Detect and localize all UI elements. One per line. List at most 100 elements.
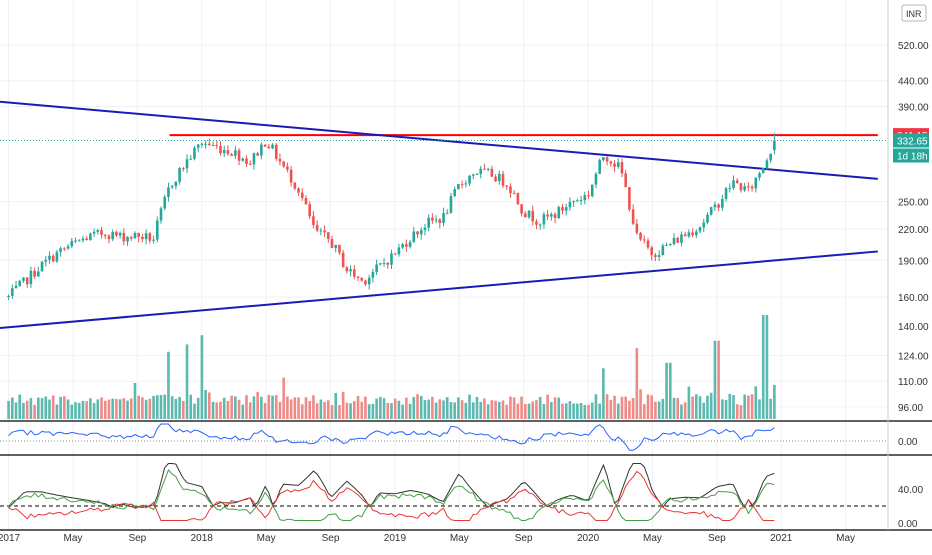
candle-body-21[interactable] xyxy=(85,238,88,241)
trendline-upper-triangle[interactable] xyxy=(0,100,878,180)
candle-body-63[interactable] xyxy=(241,158,245,161)
candle-body-64[interactable] xyxy=(245,158,248,164)
candle-body-141[interactable] xyxy=(531,210,535,222)
candle-body-22[interactable] xyxy=(89,233,92,241)
candle-body-122[interactable] xyxy=(460,184,464,186)
candle-body-146[interactable] xyxy=(550,214,553,217)
candle-body-15[interactable] xyxy=(63,248,66,250)
candle-body-1[interactable] xyxy=(11,288,14,296)
candle-body-184[interactable] xyxy=(691,232,694,236)
candle-body-157[interactable] xyxy=(590,184,594,197)
candle-body-94[interactable] xyxy=(356,276,360,278)
candle-body-32[interactable] xyxy=(126,236,129,242)
candle-body-24[interactable] xyxy=(96,230,100,232)
candle-body-78[interactable] xyxy=(297,188,300,193)
candle-body-172[interactable] xyxy=(646,240,650,248)
candle-body-179[interactable] xyxy=(672,237,676,245)
candle-body-192[interactable] xyxy=(721,198,724,208)
candle-body-38[interactable] xyxy=(148,233,152,241)
candle-body-171[interactable] xyxy=(642,239,646,241)
candle-body-187[interactable] xyxy=(702,222,706,228)
candle-body-149[interactable] xyxy=(561,207,564,211)
candle-body-42[interactable] xyxy=(163,196,167,209)
candle-body-45[interactable] xyxy=(174,181,178,187)
candle-body-104[interactable] xyxy=(393,253,397,255)
candle-body-169[interactable] xyxy=(635,223,639,233)
candle-body-177[interactable] xyxy=(665,244,668,246)
candle-body-35[interactable] xyxy=(137,233,140,237)
candle-body-81[interactable] xyxy=(308,204,312,217)
candle-body-40[interactable] xyxy=(155,220,159,240)
candle-body-62[interactable] xyxy=(237,150,241,161)
candle-body-180[interactable] xyxy=(676,237,680,243)
candle-body-204[interactable] xyxy=(765,160,769,168)
candle-body-33[interactable] xyxy=(129,236,133,239)
candle-body-10[interactable] xyxy=(44,259,48,262)
candle-body-196[interactable] xyxy=(735,180,739,184)
candle-body-12[interactable] xyxy=(51,255,55,262)
candle-body-73[interactable] xyxy=(278,158,282,162)
candle-body-110[interactable] xyxy=(416,231,419,235)
candle-body-119[interactable] xyxy=(449,196,453,213)
candle-body-113[interactable] xyxy=(427,217,430,228)
candle-body-46[interactable] xyxy=(178,168,181,182)
candle-body-47[interactable] xyxy=(182,168,185,170)
candle-body-139[interactable] xyxy=(524,213,527,218)
candle-body-126[interactable] xyxy=(475,173,479,175)
candle-body-75[interactable] xyxy=(286,166,289,170)
candle-body-167[interactable] xyxy=(628,187,631,210)
candle-body-44[interactable] xyxy=(170,186,174,188)
candle-body-91[interactable] xyxy=(345,267,349,272)
candle-body-117[interactable] xyxy=(442,212,445,223)
price-axis[interactable]: 160.00 190.00 220.00 250.00 390.00 440.00 520.… xyxy=(898,41,929,530)
candle-body-17[interactable] xyxy=(70,241,74,247)
candle-body-14[interactable] xyxy=(59,248,62,252)
candle-body-90[interactable] xyxy=(341,252,345,268)
candle-body-129[interactable] xyxy=(486,168,490,170)
candle-body-36[interactable] xyxy=(141,236,144,240)
candle-body-118[interactable] xyxy=(445,212,449,214)
candle-body-11[interactable] xyxy=(48,255,51,260)
candle-body-79[interactable] xyxy=(300,192,304,199)
candle-body-56[interactable] xyxy=(215,144,219,146)
candle-body-48[interactable] xyxy=(185,159,189,169)
candle-body-175[interactable] xyxy=(657,255,661,257)
candle-body-55[interactable] xyxy=(211,144,215,146)
candle-body-39[interactable] xyxy=(152,239,155,241)
candle-body-142[interactable] xyxy=(535,221,538,225)
candle-body-127[interactable] xyxy=(479,168,483,174)
candle-body-166[interactable] xyxy=(624,173,627,188)
candle-body-27[interactable] xyxy=(107,235,111,240)
candle-body-71[interactable] xyxy=(271,144,274,149)
candle-body-164[interactable] xyxy=(616,162,620,167)
candle-body-52[interactable] xyxy=(200,143,204,145)
candle-body-183[interactable] xyxy=(687,232,691,237)
candle-body-74[interactable] xyxy=(282,161,285,167)
candle-body-199[interactable] xyxy=(747,186,750,188)
time-axis[interactable]: 2017 May Sep 2018 May Sep 2019 May Sep 2020 May Sep… xyxy=(0,533,855,544)
candle-body-92[interactable] xyxy=(349,269,352,272)
candle-body-54[interactable] xyxy=(208,143,211,146)
candle-body-111[interactable] xyxy=(419,230,423,235)
candle-body-116[interactable] xyxy=(438,219,442,223)
candle-body-145[interactable] xyxy=(546,214,549,217)
candle-body-68[interactable] xyxy=(260,144,263,156)
candle-body-9[interactable] xyxy=(40,261,44,272)
candle-body-43[interactable] xyxy=(167,187,170,197)
candle-body-160[interactable] xyxy=(602,157,605,161)
candle-body-133[interactable] xyxy=(501,173,505,186)
candle-body-5[interactable] xyxy=(25,277,29,285)
candle-body-100[interactable] xyxy=(379,263,382,265)
candle-body-19[interactable] xyxy=(77,240,81,242)
candle-body-66[interactable] xyxy=(252,153,256,165)
candle-body-84[interactable] xyxy=(319,230,323,232)
candle-body-123[interactable] xyxy=(464,183,468,185)
candle-body-173[interactable] xyxy=(650,247,654,256)
candle-body-13[interactable] xyxy=(55,251,59,262)
candle-body-2[interactable] xyxy=(14,285,18,289)
candle-body-178[interactable] xyxy=(668,244,672,246)
candle-body-182[interactable] xyxy=(683,234,687,237)
candle-body-49[interactable] xyxy=(189,158,193,160)
candle-body-181[interactable] xyxy=(680,234,683,243)
candle-body-93[interactable] xyxy=(353,269,356,277)
